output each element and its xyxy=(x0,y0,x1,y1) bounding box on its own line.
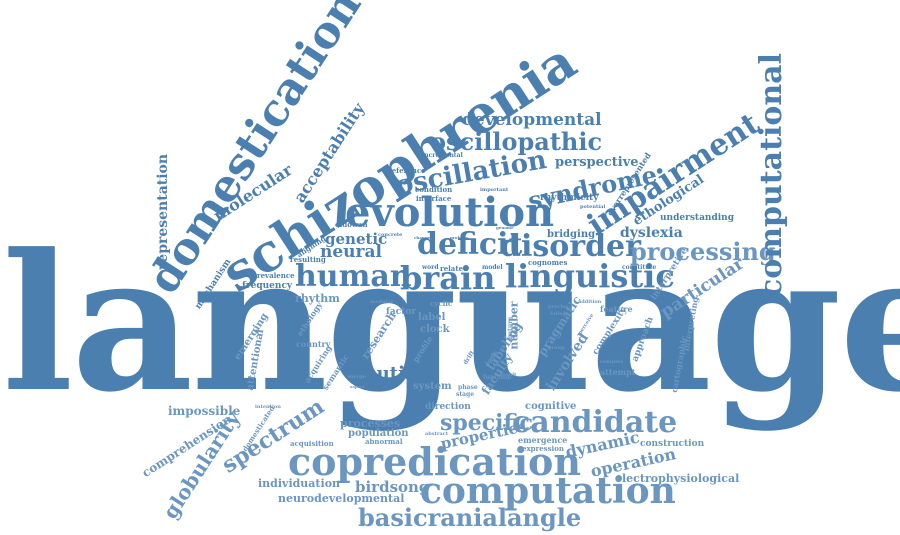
word-candidate: candidate xyxy=(512,405,678,440)
word-bridging: bridging xyxy=(547,229,596,240)
word-feature: feature xyxy=(600,304,633,314)
word-individuation: individuation xyxy=(258,477,341,490)
word-impossible: impossible xyxy=(168,404,241,418)
word-dyslexia: dyslexia xyxy=(620,225,683,241)
word-intention: intention xyxy=(255,404,281,410)
word-result: result xyxy=(500,372,517,378)
word-disorder: disorder xyxy=(500,229,641,264)
word-group: group xyxy=(548,345,565,351)
word-genome: genome xyxy=(496,225,514,230)
word-constitute: constitute xyxy=(622,264,657,271)
word-human: human xyxy=(295,259,412,294)
word-neurodevelopmental: neurodevelopmental xyxy=(278,492,405,505)
word-addition: addition xyxy=(578,299,602,305)
word-nature: nature xyxy=(507,316,515,340)
word-developmental: developmental xyxy=(462,110,602,130)
word-oldowan: oldowan xyxy=(335,220,368,229)
word-basicranialangle: basicranialangle xyxy=(358,503,582,532)
word-incremental: incremental xyxy=(422,152,463,159)
word-clock: clock xyxy=(420,324,450,335)
word-evolution: evolution xyxy=(345,189,555,236)
word-genetic: genetic xyxy=(325,230,388,248)
word-direction: direction xyxy=(425,402,471,412)
word-cyclic: cyclic xyxy=(430,299,453,308)
word-reference: reference xyxy=(388,166,426,175)
word-frequency: frequency xyxy=(242,281,293,291)
word-acquisition: acquisition xyxy=(290,439,334,448)
word-concrete: concrete xyxy=(378,232,403,238)
word-failed: failed xyxy=(550,311,566,317)
word-phase: phase xyxy=(458,384,478,391)
word-resulting: resulting xyxy=(290,255,326,264)
word-construction: construction xyxy=(640,439,705,449)
word-merge: merge xyxy=(348,374,366,380)
word-birdsong: birdsong xyxy=(355,478,430,496)
word-function: function xyxy=(483,374,512,381)
word-processing: processing xyxy=(630,237,776,266)
word-abstract: abstract xyxy=(425,431,449,437)
word-condition: condition xyxy=(415,185,453,194)
word-computational: computational xyxy=(754,52,790,298)
word-problem: problem xyxy=(450,235,469,240)
word-processes: processes xyxy=(340,417,401,430)
word-rhythmicity: rhythmicity xyxy=(540,193,599,203)
word-oscillopathic: oscillopathic xyxy=(430,127,603,156)
word-system: system xyxy=(413,381,452,392)
word-population: population xyxy=(348,428,409,439)
word-emergence: emergence xyxy=(518,435,568,445)
word-stage: stage xyxy=(456,391,475,398)
word-specific: specific xyxy=(440,410,533,436)
word-cognitive: cognitive xyxy=(525,401,577,412)
word-deficit: deficit xyxy=(417,227,523,262)
word-prevalence: prevalence xyxy=(252,271,295,280)
word-computation: computation xyxy=(420,470,676,512)
word-important: important xyxy=(480,187,509,193)
word-brain: brain xyxy=(400,259,496,297)
word-related: related xyxy=(440,264,468,273)
word-potential: potential xyxy=(580,204,606,210)
word-precise: precise xyxy=(548,304,569,310)
word-complex: complex xyxy=(600,359,624,365)
word-rhythm: rhythm xyxy=(295,292,340,305)
word-linguistic: linguistic xyxy=(505,257,675,295)
word-change: change xyxy=(414,235,431,240)
word-language: language xyxy=(2,213,900,434)
word-autism: autism xyxy=(365,363,435,384)
word-attempt: attempt xyxy=(600,367,636,377)
word-country: country xyxy=(296,339,331,349)
word-understanding: understanding xyxy=(660,213,734,223)
word-electrophysiological: electrophysiological xyxy=(615,472,740,485)
word-modular: modular xyxy=(370,299,394,305)
word-cognomes: cognomes xyxy=(528,258,568,267)
word-aspect: aspect xyxy=(350,384,365,389)
word-expression: expression xyxy=(522,444,564,453)
word-neural: neural xyxy=(320,242,382,262)
word-perspective: perspective xyxy=(555,155,639,170)
word-abnormal: abnormal xyxy=(365,437,403,446)
word-word: word xyxy=(422,264,439,271)
word-interface: interface xyxy=(416,194,452,203)
word-copredication: copredication xyxy=(288,439,581,484)
word-model: model xyxy=(482,264,503,271)
word-representation: representation xyxy=(155,153,172,271)
word-label: label xyxy=(418,312,446,323)
word-factor: factor xyxy=(386,307,417,317)
